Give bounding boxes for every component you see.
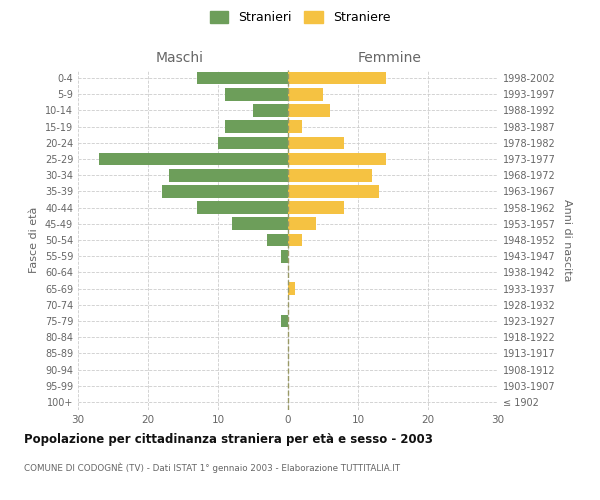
Bar: [169, 169, 288, 181]
Bar: [288, 88, 323, 101]
Text: Popolazione per cittadinanza straniera per età e sesso - 2003: Popolazione per cittadinanza straniera p…: [24, 432, 433, 446]
Text: COMUNE DI CODOGNÈ (TV) - Dati ISTAT 1° gennaio 2003 - Elaborazione TUTTITALIA.IT: COMUNE DI CODOGNÈ (TV) - Dati ISTAT 1° g…: [24, 462, 400, 473]
Bar: [99, 152, 288, 166]
Bar: [197, 202, 288, 214]
Bar: [225, 88, 288, 101]
Bar: [288, 152, 386, 166]
Bar: [281, 250, 288, 262]
Y-axis label: Fasce di età: Fasce di età: [29, 207, 39, 273]
Bar: [288, 169, 372, 181]
Bar: [253, 104, 288, 117]
Bar: [288, 104, 330, 117]
Text: Femmine: Femmine: [358, 51, 422, 65]
Bar: [288, 218, 316, 230]
Bar: [232, 218, 288, 230]
Bar: [218, 136, 288, 149]
Bar: [162, 185, 288, 198]
Bar: [288, 120, 302, 133]
Bar: [288, 136, 344, 149]
Bar: [288, 202, 344, 214]
Bar: [197, 72, 288, 85]
Bar: [267, 234, 288, 246]
Bar: [281, 314, 288, 328]
Y-axis label: Anni di nascita: Anni di nascita: [562, 198, 572, 281]
Bar: [288, 282, 295, 295]
Bar: [288, 185, 379, 198]
Bar: [225, 120, 288, 133]
Text: Maschi: Maschi: [156, 51, 204, 65]
Bar: [288, 234, 302, 246]
Bar: [288, 72, 386, 85]
Legend: Stranieri, Straniere: Stranieri, Straniere: [205, 6, 395, 29]
